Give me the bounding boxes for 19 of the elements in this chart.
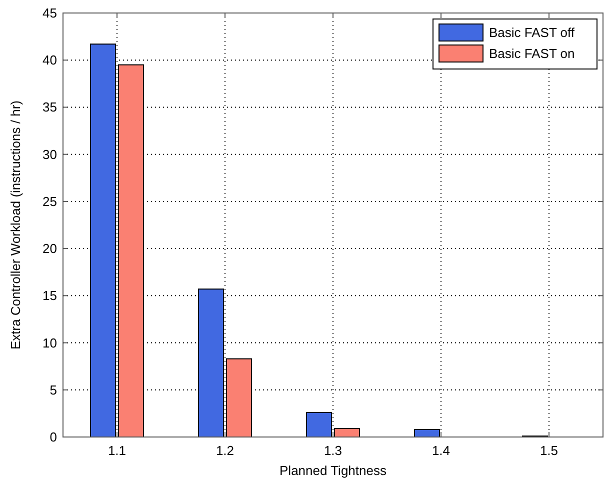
legend-label: Basic FAST on — [489, 46, 575, 61]
y-tick-label: 15 — [42, 288, 57, 304]
y-tick-label: 10 — [42, 335, 57, 350]
x-tick-label: 1.3 — [324, 443, 342, 458]
y-axis-title: Extra Controller Workload (instructions / hr) — [8, 100, 23, 350]
y-tick-label: 35 — [42, 100, 57, 115]
x-tick-label: 1.2 — [216, 443, 234, 458]
y-tick-label: 20 — [42, 241, 57, 256]
y-tick-label: 0 — [50, 430, 57, 444]
y-tick-label: 45 — [42, 6, 57, 20]
y-tick-label: 25 — [42, 194, 57, 209]
x-tick-label: 1.1 — [108, 443, 126, 458]
x-tick-label: 1.4 — [432, 443, 450, 458]
y-tick-label: 40 — [42, 52, 57, 68]
x-axis-title: Planned Tightness — [280, 463, 387, 478]
legend-label: Basic FAST off — [489, 25, 575, 40]
y-tick-label: 5 — [50, 382, 57, 398]
y-tick-label: 30 — [42, 146, 57, 162]
x-tick-label: 1.5 — [540, 443, 558, 458]
